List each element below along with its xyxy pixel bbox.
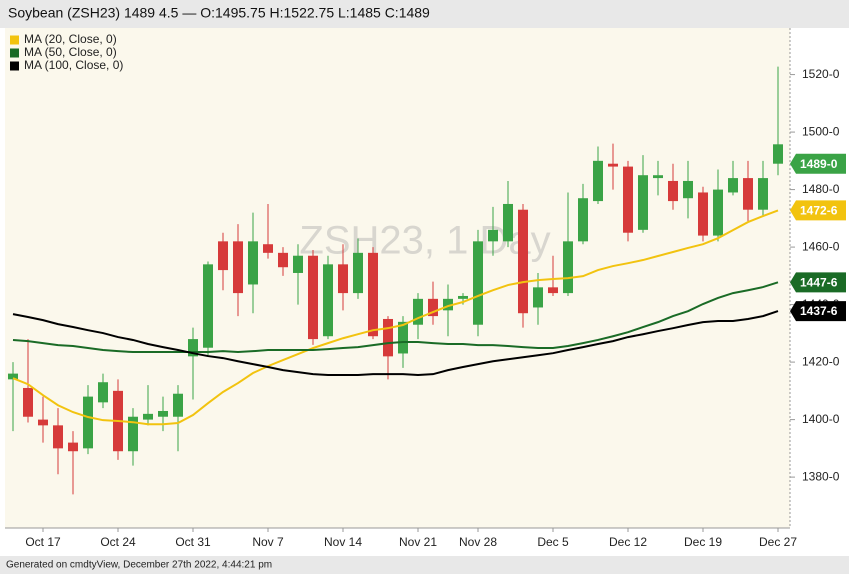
candle-body	[458, 295, 468, 299]
candle-body	[8, 373, 18, 380]
legend-swatch	[10, 35, 19, 45]
x-tick-label: Oct 24	[100, 535, 136, 549]
y-tick-label: 1500-0	[802, 124, 840, 138]
x-tick-label: Nov 14	[324, 535, 362, 549]
price-badge	[790, 200, 846, 221]
candle-body	[353, 252, 363, 294]
candle-body	[23, 387, 33, 417]
candle-body	[248, 241, 258, 285]
candle-body	[38, 419, 48, 426]
candle-body	[128, 416, 138, 452]
candle-body	[548, 287, 558, 294]
candle-body	[668, 180, 678, 202]
candle-body	[578, 198, 588, 242]
x-tick-label: Nov 28	[459, 535, 497, 549]
price-badge-label: 1472-6	[800, 204, 838, 218]
candle-body	[68, 442, 78, 452]
candle-body	[368, 252, 378, 337]
candle-body	[743, 178, 753, 210]
candle-body	[173, 393, 183, 417]
candle-body	[713, 189, 723, 236]
x-tick-label: Nov 7	[252, 535, 284, 549]
candle-body	[83, 396, 93, 449]
candle-body	[683, 180, 693, 199]
candle-body	[383, 318, 393, 357]
y-tick-label: 1420-0	[802, 354, 840, 368]
candle-body	[158, 410, 168, 417]
price-badge	[790, 301, 846, 322]
candle-body	[503, 203, 513, 242]
legend-label: MA (20, Close, 0)	[24, 32, 117, 46]
candle-body	[263, 244, 273, 253]
candle-body	[233, 241, 243, 294]
x-tick-label: Dec 12	[609, 535, 647, 549]
candle-body	[98, 382, 108, 403]
candle-body	[443, 298, 453, 311]
y-tick-label: 1380-0	[802, 469, 840, 483]
candle-body	[308, 255, 318, 340]
candle-body	[698, 192, 708, 236]
x-tick-label: Dec 5	[537, 535, 569, 549]
candle-body	[413, 298, 423, 325]
candle-body	[593, 160, 603, 202]
x-tick-label: Dec 27	[759, 535, 797, 549]
y-tick-label: 1400-0	[802, 412, 840, 426]
candle-body	[608, 163, 618, 167]
y-tick-label: 1460-0	[802, 239, 840, 253]
price-badge	[790, 272, 846, 293]
candle-body	[638, 175, 648, 230]
candle-body	[758, 178, 768, 210]
candle-body	[488, 229, 498, 242]
x-tick-label: Oct 31	[175, 535, 211, 549]
ma-line	[12, 281, 779, 354]
chart-title: Soybean (ZSH23) 1489 4.5 — O:1495.75 H:1…	[8, 5, 430, 21]
legend-label: MA (100, Close, 0)	[24, 58, 123, 72]
ma-line	[12, 209, 779, 426]
candle-body	[338, 264, 348, 294]
x-tick-label: Nov 21	[399, 535, 437, 549]
candle-body	[188, 339, 198, 357]
candle-body	[533, 287, 543, 308]
candle-body	[563, 241, 573, 294]
ma-line	[12, 310, 779, 377]
y-tick-label: 1480-0	[802, 182, 840, 196]
candle-body	[653, 175, 663, 179]
legend-swatch	[10, 61, 19, 71]
price-badge-label: 1447-6	[800, 275, 838, 289]
candle-body	[323, 264, 333, 337]
candle-body	[218, 241, 228, 271]
candle-body	[53, 425, 63, 449]
candle-body	[728, 178, 738, 193]
candle-body	[473, 241, 483, 325]
candle-body	[428, 298, 438, 317]
candle-body	[143, 413, 153, 420]
plot-area	[5, 28, 790, 528]
price-badge-label: 1437-6	[800, 304, 838, 318]
candle-body	[518, 209, 528, 314]
x-tick-label: Dec 19	[684, 535, 722, 549]
legend-swatch	[10, 48, 19, 58]
x-tick-label: Oct 17	[25, 535, 61, 549]
footer-bar	[0, 556, 849, 574]
price-badge-label: 1489-0	[800, 157, 838, 171]
legend-label: MA (50, Close, 0)	[24, 45, 117, 59]
candle-body	[398, 321, 408, 354]
candle-body	[278, 252, 288, 268]
candle-body	[293, 255, 303, 273]
candle-body	[773, 144, 783, 164]
header-bar	[0, 0, 849, 28]
y-tick-label: 1520-0	[802, 67, 840, 81]
price-badge	[790, 153, 846, 174]
candle-body	[623, 166, 633, 233]
candle-body	[203, 264, 213, 348]
footer: Generated on cmdtyView, December 27th 20…	[6, 560, 272, 571]
